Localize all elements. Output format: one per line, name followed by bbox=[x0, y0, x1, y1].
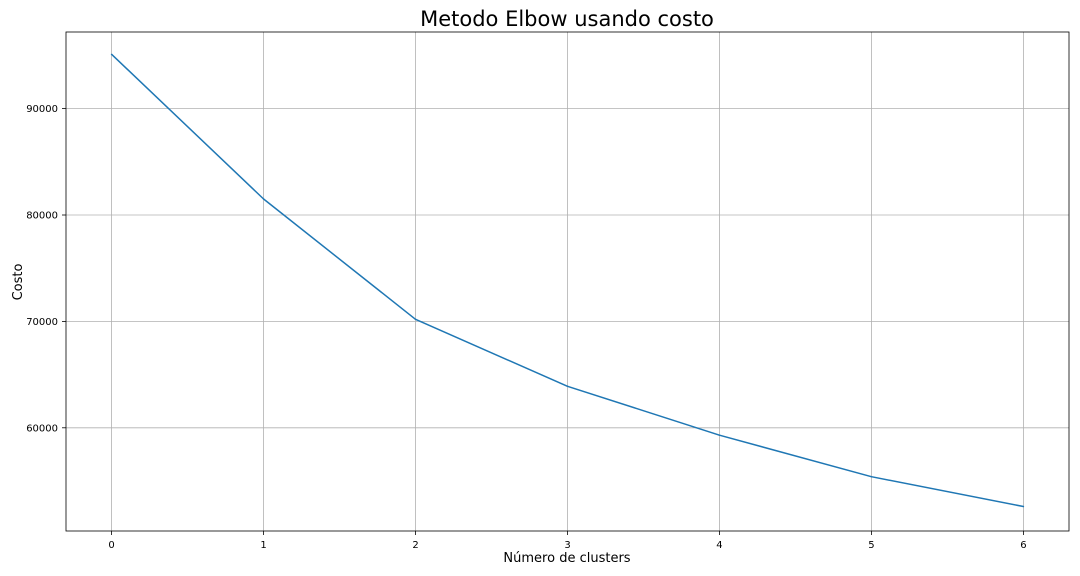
x-tick-label: 5 bbox=[868, 540, 874, 551]
y-tick-label: 70000 bbox=[26, 317, 58, 328]
x-tick-label: 0 bbox=[108, 540, 114, 551]
x-tick-label: 4 bbox=[716, 540, 722, 551]
y-tick-label: 90000 bbox=[26, 104, 58, 115]
x-tick-label: 1 bbox=[260, 540, 266, 551]
data-point bbox=[110, 53, 113, 56]
series-layer bbox=[110, 53, 1025, 508]
y-tick-label: 60000 bbox=[26, 423, 58, 434]
x-axis-label: Número de clusters bbox=[503, 551, 630, 566]
grid bbox=[66, 32, 1069, 531]
y-axis-ticks: 60000 70000 80000 90000 bbox=[26, 104, 66, 434]
y-tick-label: 80000 bbox=[26, 211, 58, 222]
x-tick-label: 2 bbox=[412, 540, 418, 551]
x-tick-label: 3 bbox=[564, 540, 570, 551]
x-tick-label: 6 bbox=[1020, 540, 1026, 551]
data-point bbox=[414, 318, 417, 321]
data-point bbox=[718, 434, 721, 436]
data-point bbox=[566, 385, 569, 388]
plot-frame bbox=[65, 31, 1070, 532]
x-axis-ticks: 0 1 2 3 4 5 6 bbox=[108, 531, 1027, 551]
data-point bbox=[262, 198, 265, 200]
chart-title: Metodo Elbow usando costo bbox=[420, 7, 714, 31]
data-point bbox=[1022, 505, 1025, 508]
y-axis-label: Costo bbox=[11, 264, 26, 301]
data-point bbox=[870, 475, 873, 478]
